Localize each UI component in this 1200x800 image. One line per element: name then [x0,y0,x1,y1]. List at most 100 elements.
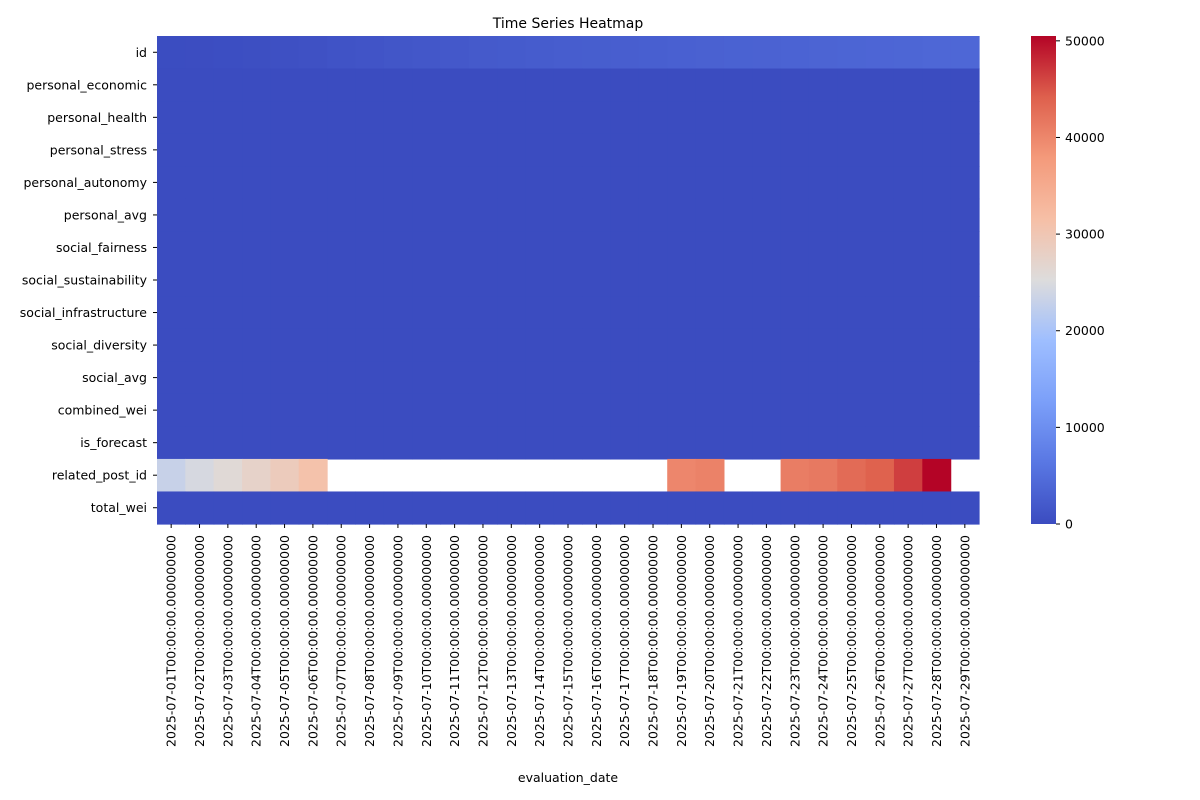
heatmap-cell [553,36,583,70]
heatmap-cell [837,166,867,200]
heatmap-cell [695,263,725,297]
heatmap-cell [213,328,243,362]
heatmap-cell [468,166,498,200]
heatmap-cell [837,68,867,102]
heatmap-cell [497,166,527,200]
heatmap-cell [412,166,442,200]
heatmap-cell [893,36,923,70]
heatmap-cell [468,263,498,297]
heatmap-cell [497,101,527,135]
heatmap-cell [298,198,328,232]
heatmap-cell [383,133,413,167]
heatmap-cell [780,231,810,265]
heatmap-cell [270,133,300,167]
heatmap-cell [298,166,328,200]
heatmap-cell [610,198,640,232]
heatmap-cell [893,296,923,330]
heatmap-cell [695,296,725,330]
heatmap-cell [412,198,442,232]
heatmap-cell [412,296,442,330]
heatmap-cell [157,296,186,330]
heatmap-cell [242,133,271,167]
heatmap-cell [412,263,442,297]
heatmap-cell [327,296,357,330]
heatmap-cell [298,426,328,460]
heatmap-cell [497,36,527,70]
y-tick-label: is_forecast [80,435,147,450]
x-tick-label: 2025-07-09T00:00:00.000000000 [390,535,405,747]
heatmap-cells [157,36,980,525]
heatmap-cell [157,68,186,102]
heatmap-cell [723,426,753,460]
heatmap-cell [582,166,612,200]
heatmap-cell [525,68,555,102]
heatmap-cell [525,328,555,362]
heatmap-cell [752,36,782,70]
heatmap-cell [497,328,527,362]
heatmap-cell [610,68,640,102]
heatmap-cell [780,491,810,525]
y-tick-label: social_sustainability [22,273,148,288]
heatmap-cell [553,393,583,427]
heatmap-cell [157,231,186,265]
heatmap-cell [298,231,328,265]
heatmap-cell [440,296,470,330]
heatmap-cell [468,101,498,135]
heatmap-cell [723,68,753,102]
heatmap-cell [922,296,952,330]
heatmap-cell [780,426,810,460]
heatmap-cell [327,166,357,200]
heatmap-cell [242,393,271,427]
x-tick-label: 2025-07-05T00:00:00.000000000 [277,535,292,747]
heatmap-cell [270,458,300,493]
heatmap-cell [185,491,215,525]
heatmap-cell [270,328,300,362]
heatmap-cell [922,426,952,460]
heatmap-cell [383,393,413,427]
heatmap-cell [893,101,923,135]
heatmap-cell [440,263,470,297]
heatmap-cell [383,491,413,525]
heatmap-cell [553,263,583,297]
heatmap-cell [525,133,555,167]
heatmap-cell [497,263,527,297]
heatmap-cell [412,36,442,70]
heatmap-cell [242,263,271,297]
heatmap-cell [695,491,725,525]
heatmap-cell [837,133,867,167]
heatmap-cell [808,36,838,70]
heatmap-cell [780,296,810,330]
heatmap-cell [950,491,980,525]
heatmap-cell [865,296,895,330]
y-tick-label: id [136,45,147,60]
heatmap-cell [468,198,498,232]
heatmap-cell [468,361,498,395]
heatmap-cell [468,36,498,70]
heatmap-cell [582,231,612,265]
heatmap-cell [752,296,782,330]
heatmap-cell [355,426,385,460]
heatmap-cell [497,198,527,232]
heatmap-cell [185,393,215,427]
heatmap-cell [298,101,328,135]
heatmap-cell [695,133,725,167]
heatmap-cell [667,198,697,232]
heatmap-cell [327,36,357,70]
heatmap-cell [553,296,583,330]
heatmap-cell [440,101,470,135]
heatmap-cell [242,166,271,200]
heatmap-cell [327,426,357,460]
heatmap-cell [667,231,697,265]
heatmap-cell [553,426,583,460]
heatmap-cell [667,101,697,135]
heatmap-cell [270,491,300,525]
y-tick-label: total_wei [91,500,147,515]
heatmap-cell [270,361,300,395]
heatmap-cell [950,426,980,460]
heatmap-cell [383,263,413,297]
heatmap-cell [242,36,271,70]
heatmap-cell [440,198,470,232]
x-tick-label: 2025-07-01T00:00:00.000000000 [164,535,179,747]
heatmap-cell [213,458,243,493]
